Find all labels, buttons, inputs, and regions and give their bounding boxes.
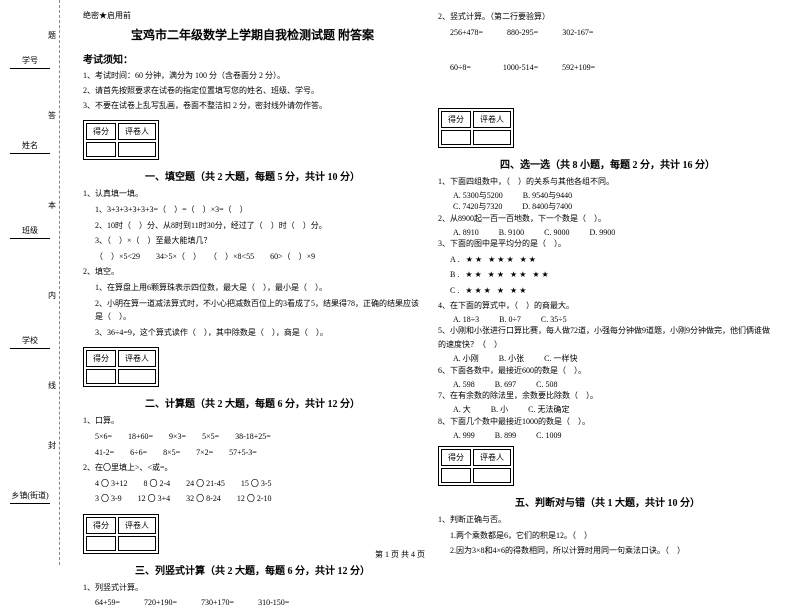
s1-q1-1: 1、3+3+3+3+3+3=（ ）=（ ）×3=（ ） [83,203,422,217]
s4-q1: 1、下面四组数中，（ ）的关系与其他各组不同。 [438,175,777,189]
s4-q6-opts: A. 598B. 697C. 508 [438,380,777,389]
confidential-mark: 绝密★启用前 [83,10,422,21]
s4-q2-opts: A. 8910B. 9100C. 9000D. 9900 [438,228,777,237]
s2-q1-1: 5×6= 18+60= 9×3= 5×5= 38-18+25= [83,430,422,444]
s4-q3-b: B. ★★ ★★ ★★ ★★ [438,268,777,282]
s5-q1: 1、判断正确与否。 [438,513,777,527]
s1-q2: 2、填空。 [83,265,422,279]
s1-q2-3: 3、36÷4=9，这个算式读作（ ），其中除数是（ ），商是（ ）。 [83,326,422,340]
s3-q2-2: 60÷8= 1000-514= 592+109= [438,61,777,75]
section-1-title: 一、填空题（共 2 大题，每题 5 分，共计 10 分） [83,168,422,183]
content-area: 绝密★启用前 宝鸡市二年级数学上学期自我检测试题 附答案 考试须知： 1、考试时… [60,0,800,565]
s1-q1-2: 2、10时（ ）分、从8时到11时30分，经过了（ ）时（ ）分。 [83,219,422,233]
section-4-title: 四、选一选（共 8 小题，每题 2 分，共计 16 分） [438,156,777,171]
s1-q1-4: （ ）×5<29 34>5×（ ） （ ）×8<55 60>（ ）×9 [83,250,422,264]
s4-q8-opts: A. 999B. 899C. 1009 [438,431,777,440]
s4-q3-a: A. ★★ ★★★ ★★ [438,253,777,267]
label-xuexiao: 学校 [10,335,50,349]
label-xuehao: 学号 [10,55,50,69]
right-column: 2、竖式计算。（第二行要验算） 256+478= 880-295= 302-16… [430,10,785,555]
score-box-2: 得分评卷人 [83,347,159,387]
section-3-title: 三、列竖式计算（共 2 大题，每题 6 分，共计 12 分） [83,562,422,577]
binding-margin: 题 学号 答 姓名 本 班级 内 学校 线 封 乡镇(街道) [0,0,60,565]
exam-page: 题 学号 答 姓名 本 班级 内 学校 线 封 乡镇(街道) 绝密★启用前 宝鸡… [0,0,800,565]
s1-q2-2: 2、小明在算一道减法算式时，不小心把减数百位上的3看成了5，结果得78，正确的结… [83,297,422,324]
s4-q1-opts2: C. 7420与7320D. 8400与7400 [438,201,777,212]
s4-q7: 7、在有余数的除法里，余数要比除数（ ）。 [438,389,777,403]
s3-q2-1: 256+478= 880-295= 302-167= [438,26,777,40]
mark-xian: 线 [48,380,56,391]
score-box-1: 得分评卷人 [83,120,159,160]
s5-q1-1: 1.两个乘数都是6，它们的积是12。（ ） [438,529,777,543]
mark-ben: 本 [48,200,56,211]
s3-q2: 2、竖式计算。（第二行要验算） [438,10,777,24]
s4-q4-opts: A. 18÷3B. 0÷7C. 35÷5 [438,315,777,324]
exam-title: 宝鸡市二年级数学上学期自我检测试题 附答案 [83,26,422,43]
s1-q2-1: 1、在算盘上用6颗算珠表示四位数，最大是（ ），最小是（ ）。 [83,281,422,295]
section-5-title: 五、判断对与错（共 1 大题，共计 10 分） [438,494,777,509]
score-box-4: 得分评卷人 [438,108,514,148]
s4-q8: 8、下面几个数中最接近1000的数是（ ）。 [438,415,777,429]
s2-q2-2: 3 〇 3-9 12 〇 3+4 32 〇 8-24 12 〇 2-10 [83,492,422,506]
score-box-5: 得分评卷人 [438,446,514,486]
s2-q2: 2、在〇里填上>、<或=。 [83,461,422,475]
s4-q7-opts: A. 大B. 小C. 无法确定 [438,404,777,415]
page-footer: 第 1 页 共 4 页 [0,549,800,560]
notice-2: 2、请首先按照要求在试卷的指定位置填写您的姓名、班级、学号。 [83,85,422,98]
mark-da: 答 [48,110,56,121]
s4-q5: 5、小刚和小张进行口算比赛，每人做72道，小强每分钟做9道题，小刚9分钟做完，他… [438,324,777,351]
mark-nei: 内 [48,290,56,301]
s4-q3: 3、下面的图中是平均分的是（ ）。 [438,237,777,251]
label-xiang: 乡镇(街道) [10,490,50,504]
left-column: 绝密★启用前 宝鸡市二年级数学上学期自我检测试题 附答案 考试须知： 1、考试时… [75,10,430,555]
score-box-3: 得分评卷人 [83,514,159,554]
notice-3: 3、不要在试卷上乱写乱画，卷面不整洁扣 2 分，密封线外请勿作答。 [83,100,422,113]
s4-q6: 6、下面各数中，最接近600的数是（ ）。 [438,364,777,378]
s4-q1-opts: A. 5300与5200B. 9540与9440 [438,190,777,201]
s3-q1: 1、列竖式计算。 [83,581,422,595]
s4-q4: 4、在下面的算式中，（ ）的商最大。 [438,299,777,313]
s4-q5-opts: A. 小刚B. 小张C. 一样快 [438,353,777,364]
s4-q2: 2、从8900起一百一百地数，下一个数是（ ）。 [438,212,777,226]
section-2-title: 二、计算题（共 2 大题，每题 6 分，共计 12 分） [83,395,422,410]
mark-feng: 封 [48,440,56,451]
notice-1: 1、考试时间：60 分钟，满分为 100 分（含卷面分 2 分）。 [83,70,422,83]
s1-q1: 1、认真填一填。 [83,187,422,201]
notice-title: 考试须知： [83,51,422,66]
s2-q1-2: 41-2= 6÷6= 8×5= 7×2= 57+5-3= [83,446,422,460]
s2-q2-1: 4 〇 3+12 8 〇 2-4 24 〇 21-45 15 〇 3-5 [83,477,422,491]
s3-q1-1: 64+59= 720+190= 730+170= 310-150= [83,596,422,610]
label-banji: 班级 [10,225,50,239]
label-xingming: 姓名 [10,140,50,154]
mark-ti: 题 [48,30,56,41]
s1-q1-3: 3、（ ）×（ ）至最大能填几？ [83,234,422,248]
s4-q3-c: C. ★★★ ★ ★★ [438,284,777,298]
s2-q1: 1、口算。 [83,414,422,428]
